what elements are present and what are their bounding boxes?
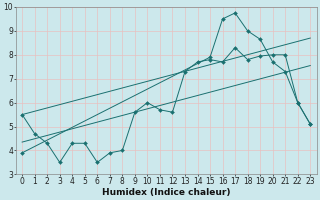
X-axis label: Humidex (Indice chaleur): Humidex (Indice chaleur): [102, 188, 230, 197]
